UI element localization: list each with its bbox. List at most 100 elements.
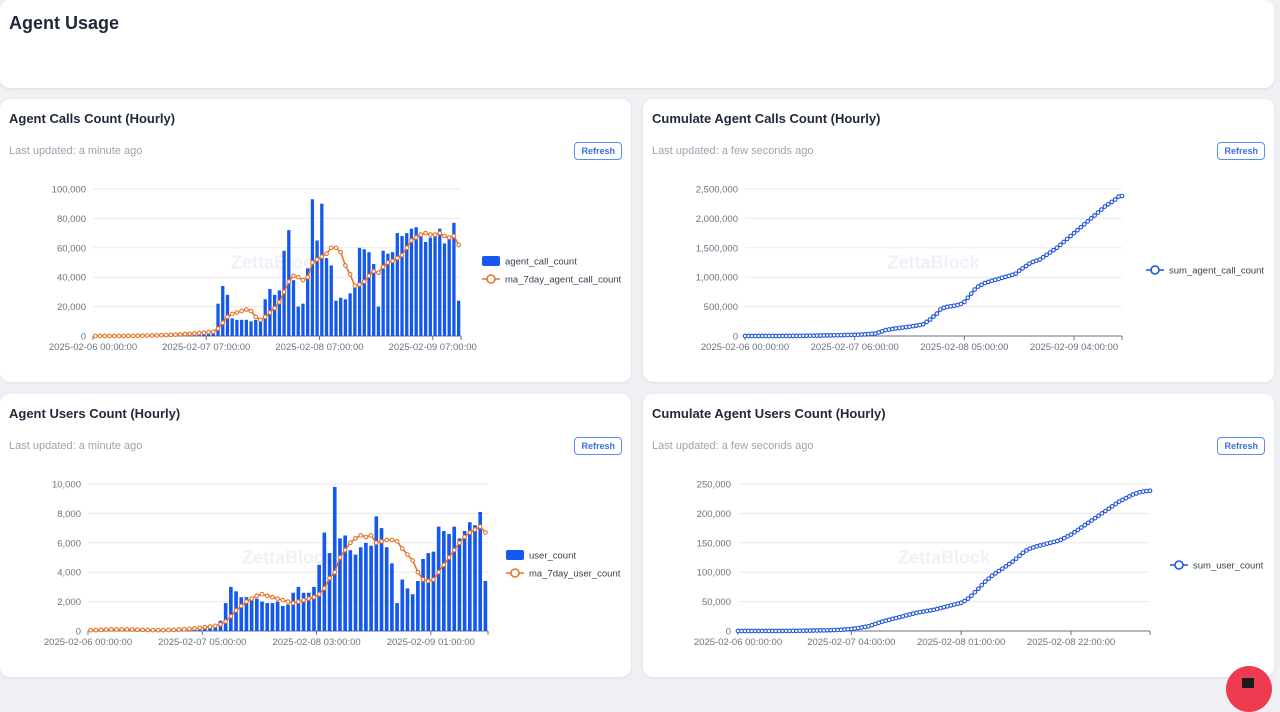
data-point xyxy=(333,570,337,574)
data-point xyxy=(344,264,348,268)
data-point xyxy=(935,312,939,316)
data-point xyxy=(1069,533,1073,537)
data-point xyxy=(1103,205,1107,209)
bar xyxy=(255,599,259,631)
data-point xyxy=(1097,514,1101,518)
data-point xyxy=(348,272,352,276)
data-point xyxy=(188,332,192,336)
bar xyxy=(249,321,252,336)
data-point xyxy=(1086,220,1090,224)
data-point xyxy=(219,623,223,627)
data-point xyxy=(162,628,166,632)
chat-widget-button[interactable] xyxy=(1226,666,1272,712)
y-tick-label: 2,000 xyxy=(57,597,81,608)
data-point xyxy=(339,250,343,254)
data-point xyxy=(273,306,277,310)
bar xyxy=(312,587,316,631)
bar xyxy=(367,252,370,336)
data-point xyxy=(364,535,368,539)
data-point xyxy=(329,246,333,250)
data-point xyxy=(411,559,415,563)
data-point xyxy=(177,628,181,632)
bar xyxy=(271,603,275,631)
data-point xyxy=(136,628,140,632)
data-point xyxy=(115,628,119,632)
data-point xyxy=(136,334,140,338)
data-point xyxy=(193,332,197,336)
bar xyxy=(333,487,337,631)
data-point xyxy=(1110,505,1114,509)
data-point xyxy=(396,256,400,260)
data-point xyxy=(260,592,264,596)
data-point xyxy=(484,531,488,535)
page-header: Agent Usage xyxy=(0,0,1274,88)
data-point xyxy=(966,597,970,601)
x-tick-label: 2025-02-07 04:00:00 xyxy=(807,637,895,648)
data-point xyxy=(263,315,267,319)
data-point xyxy=(349,541,353,545)
data-point xyxy=(447,236,451,240)
legend-swatch xyxy=(506,550,524,560)
bar xyxy=(292,280,295,336)
bar xyxy=(400,236,403,336)
bar xyxy=(421,559,425,631)
y-tick-label: 2,000,000 xyxy=(696,214,738,225)
data-point xyxy=(146,628,150,632)
bar xyxy=(385,547,389,631)
data-point xyxy=(1093,516,1097,520)
bar xyxy=(415,227,418,336)
data-point xyxy=(1114,502,1118,506)
bar xyxy=(452,527,456,631)
data-point xyxy=(174,333,178,337)
data-point xyxy=(239,604,243,608)
x-tick-label: 2025-02-06 00:00:00 xyxy=(44,637,132,648)
legend-label: agent_call_count xyxy=(505,257,577,268)
data-point xyxy=(405,246,409,250)
data-point xyxy=(1113,198,1117,202)
data-point xyxy=(245,308,249,312)
data-point xyxy=(468,531,472,535)
bar xyxy=(229,587,233,631)
data-point xyxy=(317,592,321,596)
data-point xyxy=(406,553,410,557)
bar xyxy=(216,304,219,336)
bar xyxy=(442,531,446,631)
bar xyxy=(386,254,389,336)
data-point xyxy=(921,322,925,326)
bar xyxy=(359,547,363,631)
data-point xyxy=(1062,240,1066,244)
data-point xyxy=(240,309,244,313)
data-point xyxy=(438,231,442,235)
data-point xyxy=(1055,246,1059,250)
data-point xyxy=(1007,562,1011,566)
y-tick-label: 500,000 xyxy=(704,302,738,313)
data-point xyxy=(315,258,319,262)
data-point xyxy=(928,318,932,322)
data-point xyxy=(235,311,239,315)
bar xyxy=(276,602,280,631)
data-point xyxy=(1120,194,1124,198)
data-point xyxy=(447,556,451,560)
data-point xyxy=(1011,560,1015,564)
bar xyxy=(419,236,422,336)
data-point xyxy=(970,594,974,598)
data-point xyxy=(197,331,201,335)
data-point xyxy=(1093,214,1097,218)
data-point xyxy=(89,628,93,632)
y-tick-label: 0 xyxy=(726,627,731,638)
chart-card-agent-users: Agent Users Count (Hourly) Last updated:… xyxy=(0,394,631,677)
data-point xyxy=(141,628,145,632)
data-point xyxy=(1021,551,1025,555)
x-tick-label: 2025-02-08 03:00:00 xyxy=(272,637,360,648)
x-tick-label: 2025-02-08 22:00:00 xyxy=(1027,637,1115,648)
x-tick-label: 2025-02-08 07:00:00 xyxy=(275,342,363,353)
data-point xyxy=(249,309,253,313)
data-point xyxy=(182,627,186,631)
bar xyxy=(391,252,394,336)
bar xyxy=(338,538,342,631)
data-point xyxy=(432,578,436,582)
data-point xyxy=(1079,225,1083,229)
data-point xyxy=(160,333,164,337)
data-point xyxy=(145,334,149,338)
x-tick-label: 2025-02-06 00:00:00 xyxy=(701,342,789,353)
